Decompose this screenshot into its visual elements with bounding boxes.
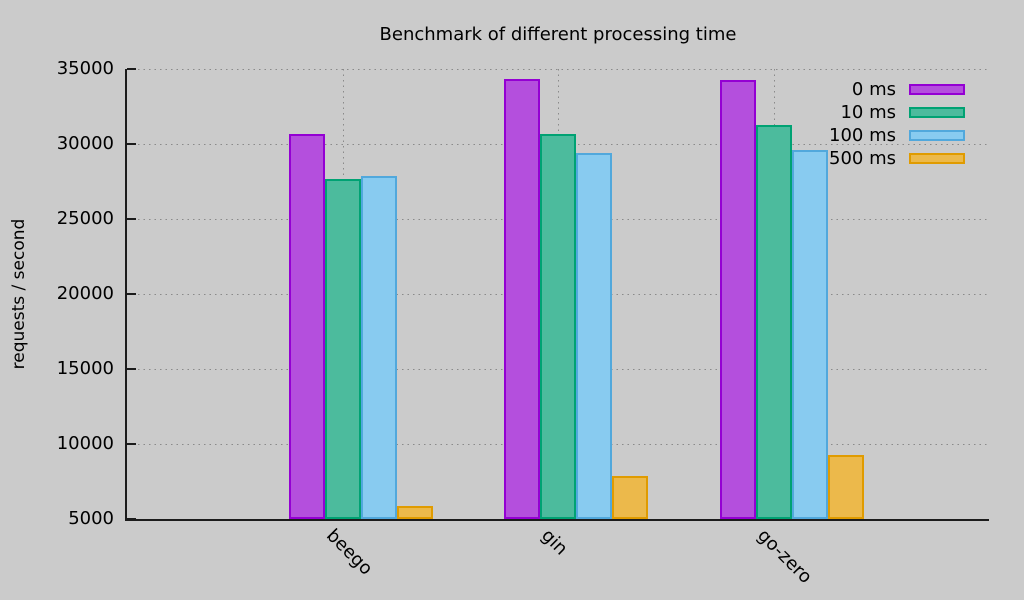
bar-go-zero-100ms: [791, 150, 828, 519]
y-tick-label-5000: 5000: [68, 508, 114, 529]
x-tick-label-beego: beego: [321, 525, 377, 580]
y-tick-mark-10000: [127, 443, 136, 445]
bar-beego-500ms: [396, 506, 433, 519]
bar-gin-0ms: [504, 78, 540, 519]
y-tick-mark-35000: [127, 68, 136, 70]
legend-swatch-500ms: [909, 153, 965, 164]
bar-gin-500ms: [612, 475, 648, 519]
legend: 0 ms 10 ms 100 ms 500 ms: [829, 78, 965, 170]
bar-gin-100ms: [576, 153, 612, 519]
y-tick-mark-20000: [127, 293, 136, 295]
x-axis-line: [125, 519, 989, 521]
legend-label: 0 ms: [851, 79, 896, 100]
legend-swatch-10ms: [909, 107, 965, 118]
y-axis-line: [125, 69, 127, 521]
y-tick-label-35000: 35000: [56, 58, 114, 79]
legend-label: 500 ms: [829, 148, 896, 169]
bar-beego-100ms: [360, 176, 397, 519]
bar-go-zero-0ms: [719, 80, 756, 519]
bar-go-zero-10ms: [755, 125, 792, 519]
y-tick-mark-30000: [127, 143, 136, 145]
bar-gin-10ms: [540, 134, 576, 519]
y-tick-mark-15000: [127, 368, 136, 370]
legend-item-0ms: 0 ms: [829, 78, 965, 101]
bar-beego-10ms: [324, 178, 361, 519]
y-tick-label-20000: 20000: [56, 283, 114, 304]
chart-title: Benchmark of different processing time: [379, 24, 737, 45]
y-tick-label-25000: 25000: [56, 208, 114, 229]
legend-item-500ms: 500 ms: [829, 147, 965, 170]
x-tick-label-gin: gin: [537, 525, 572, 560]
y-tick-label-30000: 30000: [56, 133, 114, 154]
bar-go-zero-500ms: [827, 455, 864, 519]
plot-area: [127, 68, 989, 520]
y-tick-label-10000: 10000: [56, 433, 114, 454]
legend-item-100ms: 100 ms: [829, 124, 965, 147]
legend-swatch-0ms: [909, 84, 965, 95]
legend-label: 100 ms: [829, 125, 896, 146]
bar-beego-0ms: [288, 133, 325, 519]
legend-item-10ms: 10 ms: [829, 101, 965, 124]
y-tick-label-15000: 15000: [56, 358, 114, 379]
x-tick-label-go-zero: go-zero: [752, 525, 816, 588]
legend-label: 10 ms: [840, 102, 896, 123]
legend-swatch-100ms: [909, 130, 965, 141]
y-tick-mark-25000: [127, 218, 136, 220]
y-tick-mark-5000: [127, 518, 136, 520]
